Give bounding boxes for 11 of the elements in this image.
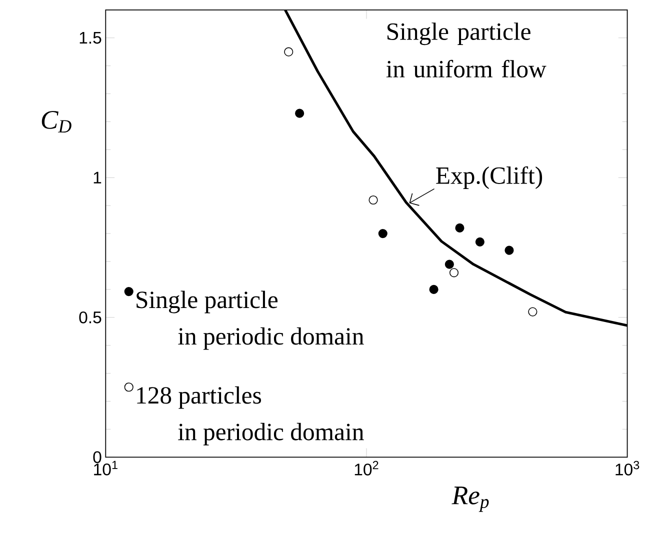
y-axis-title: C$_{D}$ [42,110,72,132]
legend-label: 128 particles in periodic domain [137,386,364,446]
x-axis-title: Re$_{p}$ [452,486,489,512]
legend-label: Single particle in periodic domain [136,290,364,350]
x-tick-label: 10$^{2}$ [354,460,378,476]
annotation: Single particle in uniform flow [386,22,546,78]
y-tick-label: 1 [94,172,102,184]
y-tick-label: 0.5 [79,311,102,324]
y-tick-label: 1.5 [80,32,102,44]
x-tick-label: 10$^{3}$ [616,460,640,476]
series-label: Exp.(Clift) [436,166,542,189]
